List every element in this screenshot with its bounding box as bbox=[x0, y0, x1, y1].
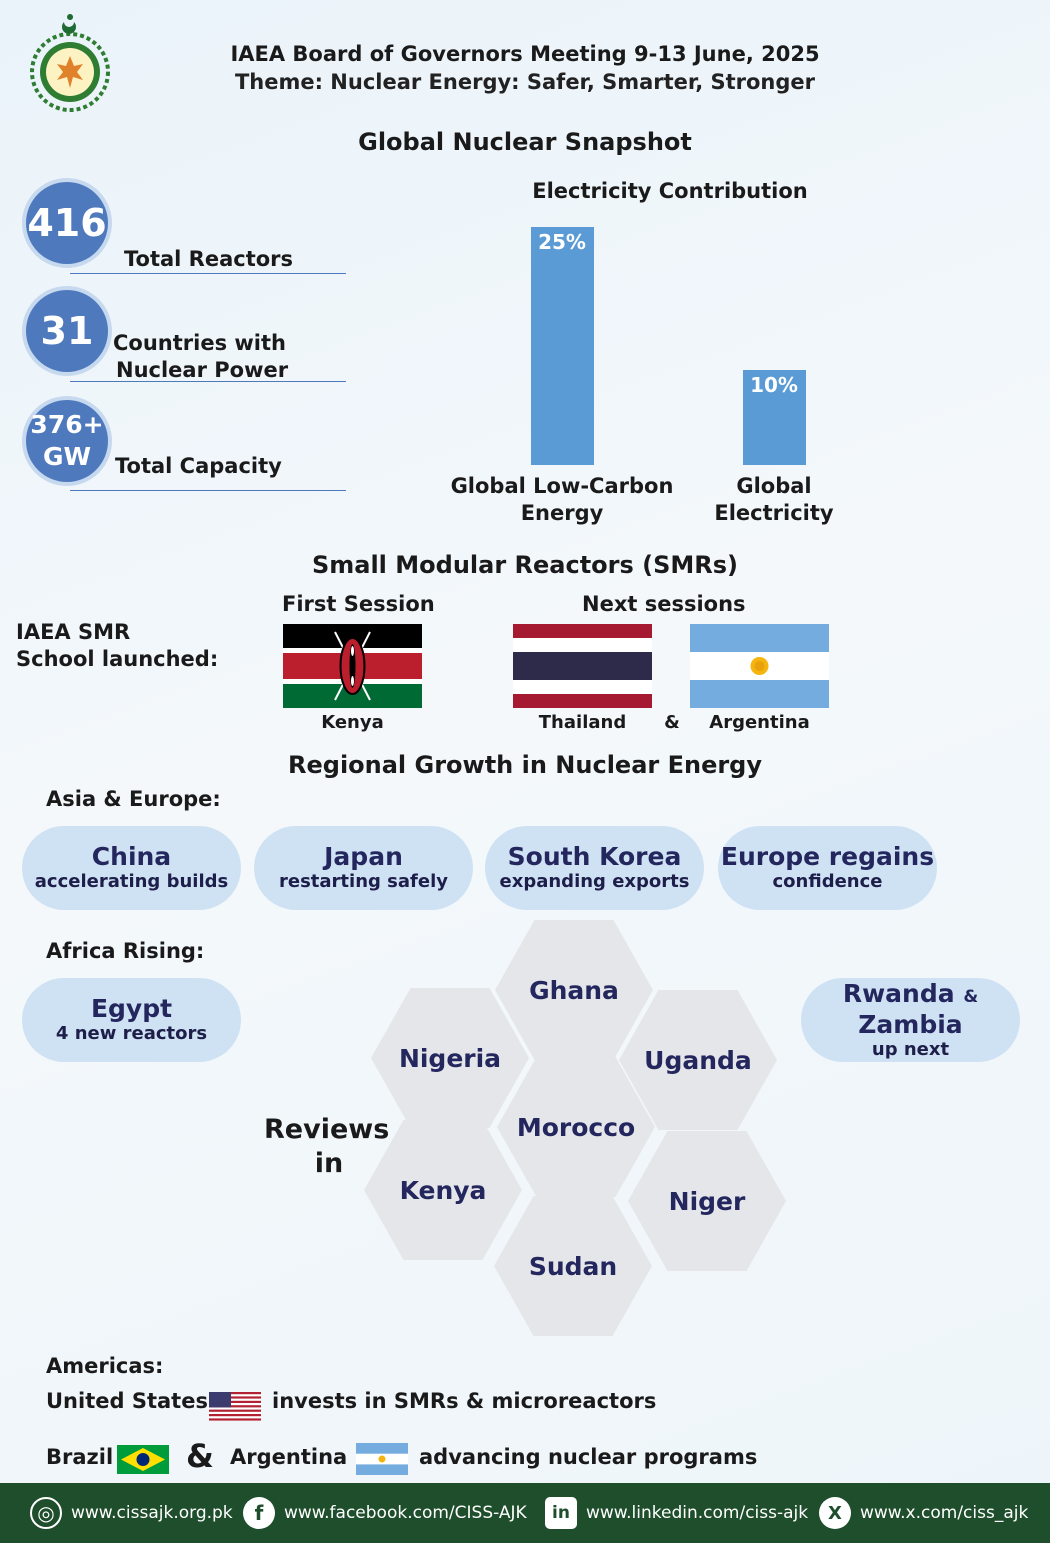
smr-school-label-line1: IAEA SMR bbox=[16, 620, 131, 644]
pill-title: Europe regains bbox=[720, 842, 935, 871]
hex-niger: Niger bbox=[628, 1131, 786, 1271]
x-icon: X bbox=[819, 1497, 851, 1529]
argentina-label: Argentina bbox=[709, 712, 810, 733]
footer-facebook-link[interactable]: f www.facebook.com/CISS-AJK bbox=[243, 1483, 527, 1543]
americas-label: Americas: bbox=[46, 1354, 164, 1378]
total-reactors-label: Total Reactors bbox=[124, 247, 294, 271]
capacity-value-line1: 376+ bbox=[30, 410, 104, 439]
snapshot-title: Global Nuclear Snapshot bbox=[358, 128, 692, 156]
bar-category-line: Electricity bbox=[714, 501, 834, 525]
footer-bar bbox=[0, 1483, 1050, 1543]
countries-value: 31 bbox=[26, 290, 108, 372]
divider bbox=[70, 273, 346, 274]
us-label: United States bbox=[46, 1389, 208, 1413]
pill-note: 4 new reactors bbox=[55, 1023, 208, 1044]
capacity-label: Total Capacity bbox=[115, 454, 282, 478]
pill-title: Japan bbox=[324, 842, 403, 871]
hex-nigeria: Nigeria bbox=[371, 988, 529, 1128]
bar-2 bbox=[742, 369, 806, 465]
pill-note: accelerating builds bbox=[34, 871, 229, 892]
smr-title: Small Modular Reactors (SMRs) bbox=[311, 551, 739, 579]
linkedin-icon: in bbox=[545, 1497, 577, 1529]
reviews-label-line2: in bbox=[314, 1148, 344, 1179]
pill-note: restarting safely bbox=[279, 871, 448, 892]
pill-note: expanding exports bbox=[499, 871, 690, 892]
americas-amp: & bbox=[186, 1437, 214, 1475]
rwanda-name: Rwanda bbox=[842, 978, 955, 1008]
argentina-flag bbox=[690, 624, 829, 708]
footer-linkedin-link[interactable]: in www.linkedin.com/ciss-ajk bbox=[545, 1483, 808, 1543]
argentina-small-flag bbox=[356, 1443, 408, 1475]
pill-title: Egypt bbox=[90, 994, 173, 1023]
capacity-value-line2: GW bbox=[42, 442, 92, 471]
pill-europe: Europe regains confidence bbox=[718, 826, 937, 910]
hex-sudan: Sudan bbox=[494, 1196, 652, 1336]
pill-title: China bbox=[91, 842, 172, 871]
rwanda-amp: & bbox=[963, 986, 979, 1007]
thailand-flag bbox=[513, 624, 652, 708]
footer-x-text: www.x.com/ciss_ajk bbox=[860, 1503, 1029, 1523]
pill-note: confidence bbox=[772, 871, 883, 892]
brazil-flag bbox=[117, 1445, 169, 1474]
first-session-label: First Session bbox=[282, 592, 435, 616]
divider bbox=[70, 490, 346, 491]
brazil-label: Brazil bbox=[46, 1445, 114, 1469]
regional-title: Regional Growth in Nuclear Energy bbox=[288, 751, 762, 779]
bar-category-label: Global Electricity bbox=[644, 473, 904, 527]
pill-title-line1: Rwanda & bbox=[842, 978, 979, 1011]
footer-linkedin-text: www.linkedin.com/ciss-ajk bbox=[586, 1503, 809, 1523]
chart-title: Electricity Contribution bbox=[532, 179, 808, 203]
bar-category-label: Global Low-Carbon Energy bbox=[432, 473, 692, 527]
bar-value-label: 25% bbox=[538, 230, 586, 254]
pill-south-korea: South Korea expanding exports bbox=[485, 826, 704, 910]
bar-1 bbox=[530, 227, 594, 465]
ampersand: & bbox=[664, 712, 680, 733]
ciss-logo bbox=[20, 14, 120, 118]
bar-category-line: Global Low-Carbon bbox=[450, 474, 674, 498]
electricity-bar-chart: 25% Global Low-Carbon Energy 10% Global Elect… bbox=[420, 225, 920, 530]
footer-facebook-text: www.facebook.com/CISS-AJK bbox=[284, 1503, 527, 1523]
footer-x-link[interactable]: X www.x.com/ciss_ajk bbox=[819, 1483, 1028, 1543]
pill-title: South Korea bbox=[507, 842, 682, 871]
facebook-icon: f bbox=[243, 1497, 275, 1529]
countries-label-line1: Countries with bbox=[113, 331, 286, 355]
argentina-text-label: Argentina bbox=[230, 1445, 348, 1469]
zambia-name: Zambia bbox=[858, 1009, 963, 1039]
reviews-label-line1: Reviews bbox=[264, 1114, 390, 1145]
pill-egypt: Egypt 4 new reactors bbox=[22, 978, 241, 1062]
capacity-value: 376+ GW bbox=[26, 400, 108, 482]
africa-label: Africa Rising: bbox=[46, 939, 205, 963]
footer-web-text: www.cissajk.org.pk bbox=[71, 1503, 233, 1523]
divider bbox=[70, 381, 346, 382]
pill-china: China accelerating builds bbox=[22, 826, 241, 910]
globe-icon: ◎ bbox=[30, 1497, 62, 1529]
bar-category-line: Global bbox=[736, 474, 812, 498]
next-sessions-label: Next sessions bbox=[582, 592, 746, 616]
bar-category-line: Energy bbox=[520, 501, 604, 525]
pill-note: up next bbox=[871, 1038, 950, 1060]
hex-morocco: Morocco bbox=[497, 1057, 655, 1197]
meeting-theme: Theme: Nuclear Energy: Safer, Smarter, S… bbox=[234, 70, 816, 94]
thailand-label: Thailand bbox=[538, 712, 627, 733]
pill-rwanda-zambia: Rwanda & Zambia up next bbox=[801, 978, 1020, 1062]
total-reactors-value: 416 bbox=[26, 182, 108, 264]
hex-kenya: Kenya bbox=[364, 1120, 522, 1260]
us-flag bbox=[209, 1392, 261, 1421]
meeting-title: IAEA Board of Governors Meeting 9-13 Jun… bbox=[230, 42, 820, 66]
footer-web-link[interactable]: ◎ www.cissajk.org.pk bbox=[30, 1483, 233, 1543]
smr-school-label-line2: School launched: bbox=[16, 647, 219, 671]
brazil-argentina-text: advancing nuclear programs bbox=[419, 1445, 758, 1469]
hex-ghana: Ghana bbox=[495, 920, 653, 1060]
bar-value-label: 10% bbox=[750, 372, 798, 397]
countries-label-line2: Nuclear Power bbox=[116, 358, 289, 382]
asia-europe-label: Asia & Europe: bbox=[46, 787, 221, 811]
us-text: invests in SMRs & microreactors bbox=[272, 1389, 657, 1413]
kenya-label: Kenya bbox=[321, 712, 384, 733]
pill-japan: Japan restarting safely bbox=[254, 826, 473, 910]
kenya-flag bbox=[283, 624, 422, 708]
